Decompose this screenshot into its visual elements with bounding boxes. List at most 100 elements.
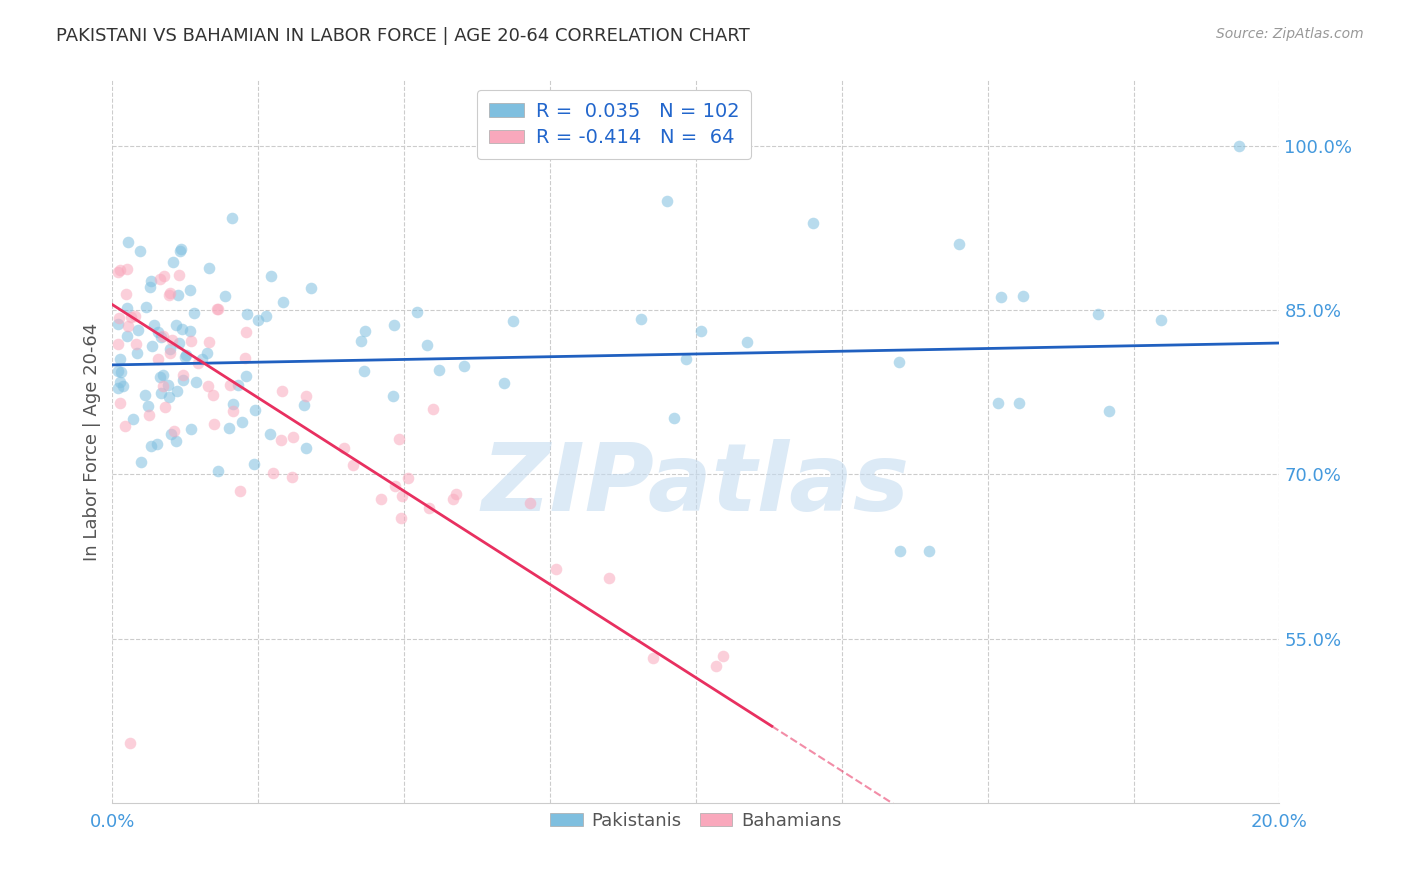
Point bbox=[134, 387, 156, 401]
Point bbox=[416, 337, 439, 351]
Point bbox=[195, 346, 218, 360]
Point bbox=[270, 384, 292, 398]
Point bbox=[218, 377, 240, 392]
Point bbox=[259, 426, 281, 441]
Point bbox=[152, 379, 174, 393]
Point bbox=[342, 458, 364, 472]
Point bbox=[179, 284, 201, 298]
Point bbox=[172, 322, 194, 336]
Point bbox=[229, 483, 252, 498]
Point bbox=[260, 268, 283, 283]
Point bbox=[406, 305, 429, 319]
Point bbox=[519, 495, 541, 509]
Point bbox=[148, 325, 170, 339]
Point bbox=[115, 262, 138, 277]
Point bbox=[281, 430, 304, 444]
Point bbox=[166, 288, 188, 302]
Point bbox=[737, 335, 759, 350]
Point bbox=[159, 342, 181, 356]
Point bbox=[183, 306, 205, 320]
Point bbox=[444, 487, 467, 501]
Point bbox=[295, 441, 318, 455]
Point bbox=[174, 348, 197, 362]
Legend: Pakistanis, Bahamians: Pakistanis, Bahamians bbox=[543, 805, 849, 837]
Point bbox=[138, 408, 160, 422]
Text: Source: ZipAtlas.com: Source: ZipAtlas.com bbox=[1216, 27, 1364, 41]
Point bbox=[111, 379, 134, 393]
Point bbox=[107, 364, 129, 378]
Point bbox=[502, 314, 524, 328]
Point bbox=[387, 432, 409, 446]
Point bbox=[117, 319, 139, 334]
Point bbox=[382, 389, 405, 403]
Point bbox=[159, 286, 181, 301]
Point bbox=[136, 399, 159, 413]
Point bbox=[118, 735, 141, 749]
Point bbox=[152, 368, 174, 382]
Y-axis label: In Labor Force | Age 20-64: In Labor Force | Age 20-64 bbox=[83, 322, 101, 561]
Point bbox=[441, 491, 464, 506]
Point bbox=[107, 337, 129, 351]
Point bbox=[247, 313, 270, 327]
Point bbox=[427, 363, 450, 377]
Point bbox=[711, 649, 734, 664]
Point bbox=[235, 325, 257, 339]
Point bbox=[127, 323, 149, 337]
Point bbox=[222, 403, 245, 417]
Point bbox=[160, 427, 183, 442]
Point bbox=[155, 401, 177, 415]
Point bbox=[157, 288, 180, 302]
Point bbox=[149, 271, 172, 285]
Point bbox=[655, 194, 678, 208]
Point bbox=[690, 324, 713, 338]
Point bbox=[141, 274, 163, 288]
Point bbox=[107, 317, 129, 331]
Point bbox=[492, 376, 515, 390]
Point bbox=[201, 387, 224, 401]
Point bbox=[166, 384, 188, 398]
Point bbox=[221, 211, 243, 225]
Point bbox=[180, 334, 202, 348]
Point bbox=[141, 440, 163, 454]
Point bbox=[350, 334, 373, 349]
Point bbox=[384, 478, 406, 492]
Point bbox=[382, 318, 405, 332]
Point bbox=[165, 434, 187, 448]
Point bbox=[214, 289, 236, 303]
Point bbox=[643, 651, 665, 665]
Point bbox=[1227, 139, 1250, 153]
Point bbox=[1150, 313, 1173, 327]
Point bbox=[948, 237, 970, 252]
Point bbox=[172, 368, 194, 382]
Point bbox=[110, 351, 132, 366]
Point bbox=[422, 401, 444, 416]
Point bbox=[149, 370, 172, 384]
Point bbox=[129, 244, 152, 258]
Point bbox=[187, 356, 209, 370]
Point bbox=[222, 396, 245, 410]
Point bbox=[706, 658, 728, 673]
Point bbox=[281, 470, 304, 484]
Point bbox=[391, 489, 413, 503]
Point bbox=[124, 309, 146, 323]
Point bbox=[207, 301, 229, 316]
Point bbox=[254, 309, 277, 323]
Point bbox=[125, 345, 148, 359]
Point bbox=[160, 333, 183, 347]
Point bbox=[150, 330, 173, 344]
Point bbox=[1087, 307, 1109, 321]
Point bbox=[180, 422, 202, 436]
Point bbox=[169, 244, 191, 258]
Point bbox=[887, 355, 910, 369]
Text: PAKISTANI VS BAHAMIAN IN LABOR FORCE | AGE 20-64 CORRELATION CHART: PAKISTANI VS BAHAMIAN IN LABOR FORCE | A… bbox=[56, 27, 749, 45]
Point bbox=[167, 268, 190, 283]
Point bbox=[198, 334, 221, 349]
Point bbox=[179, 325, 201, 339]
Point bbox=[333, 441, 356, 455]
Point bbox=[370, 491, 392, 506]
Point bbox=[152, 268, 174, 283]
Point bbox=[389, 510, 412, 524]
Point bbox=[544, 562, 567, 576]
Point bbox=[233, 351, 256, 366]
Point bbox=[142, 318, 165, 333]
